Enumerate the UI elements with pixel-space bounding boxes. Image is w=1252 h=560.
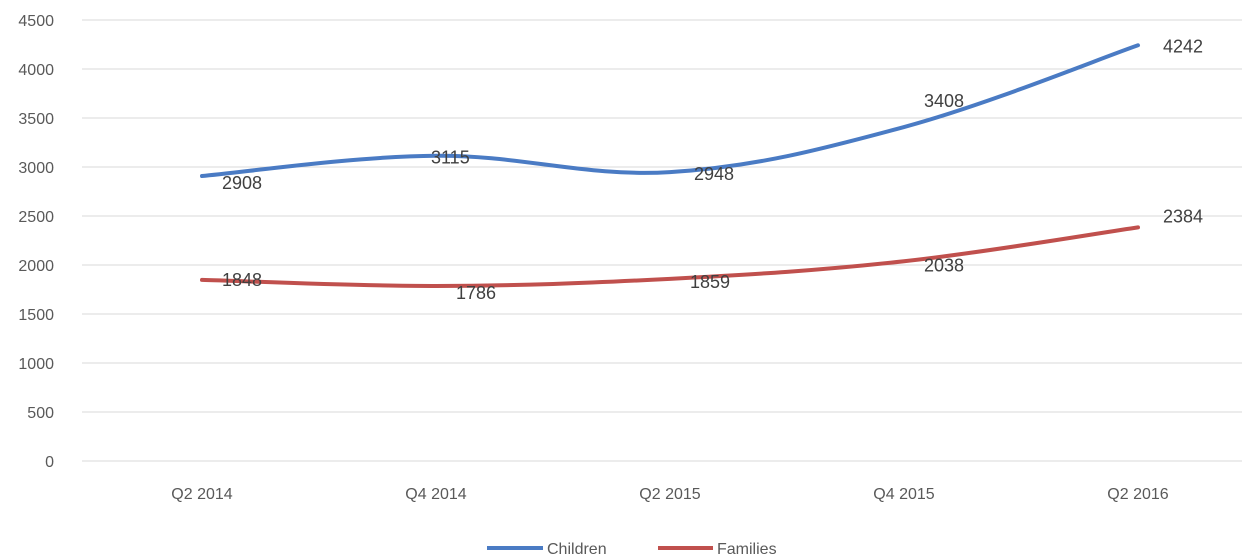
data-label-children: 2948 [694, 164, 734, 184]
legend-item-families: Families [658, 541, 777, 558]
y-tick-label: 3000 [18, 160, 54, 177]
y-axis-tick-labels: 0 500 1000 1500 2000 2500 3000 3500 4000 4500 [18, 13, 54, 471]
series-line-families [200, 225, 1140, 288]
data-label-families: 2384 [1163, 206, 1203, 226]
data-label-children: 3115 [431, 148, 470, 168]
legend: Children Families [487, 541, 777, 558]
legend-label: Children [547, 541, 607, 558]
x-tick-label: Q2 2014 [171, 486, 232, 503]
legend-label: Families [717, 541, 777, 558]
data-label-families: 2038 [924, 255, 964, 275]
y-tick-label: 4000 [18, 62, 54, 79]
data-label-children: 2908 [222, 173, 262, 193]
data-labels: 2908 3115 2948 3408 4242 1848 1786 1859 2038 2384 [222, 36, 1203, 303]
x-axis-tick-labels: Q2 2014 Q4 2014 Q2 2015 Q4 2015 Q2 2016 [171, 486, 1168, 503]
y-tick-label: 2000 [18, 258, 54, 275]
x-tick-label: Q4 2014 [405, 486, 466, 503]
data-label-families: 1848 [222, 270, 262, 290]
data-label-children: 3408 [924, 91, 964, 111]
y-tick-label: 2500 [18, 209, 54, 226]
x-tick-label: Q4 2015 [873, 486, 934, 503]
y-tick-label: 0 [45, 454, 54, 471]
data-label-children: 4242 [1163, 36, 1203, 56]
y-tick-label: 1500 [18, 307, 54, 324]
data-label-families: 1859 [690, 272, 730, 292]
y-tick-label: 500 [27, 405, 54, 422]
gridlines [82, 19, 1242, 462]
data-label-families: 1786 [456, 283, 496, 303]
y-tick-label: 1000 [18, 356, 54, 373]
y-tick-label: 4500 [18, 13, 54, 30]
y-tick-label: 3500 [18, 111, 54, 128]
series-lines [200, 43, 1140, 288]
series-line-children [200, 43, 1140, 179]
x-tick-label: Q2 2016 [1107, 486, 1168, 503]
x-tick-label: Q2 2015 [639, 486, 700, 503]
legend-item-children: Children [487, 541, 607, 558]
